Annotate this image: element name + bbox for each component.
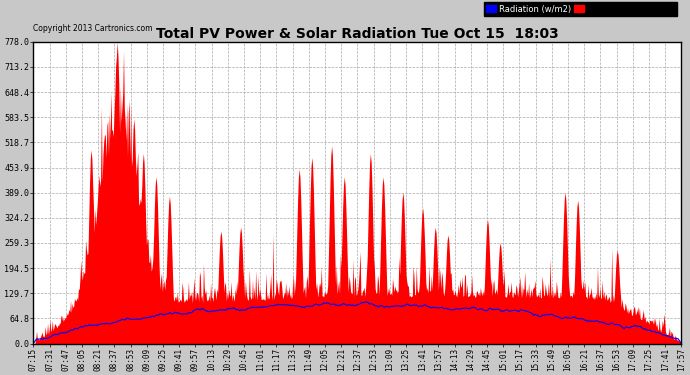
Legend: Radiation (w/m2), PV Panels (DC Watts): Radiation (w/m2), PV Panels (DC Watts) <box>484 2 677 16</box>
Text: Copyright 2013 Cartronics.com: Copyright 2013 Cartronics.com <box>33 24 152 33</box>
Title: Total PV Power & Solar Radiation Tue Oct 15  18:03: Total PV Power & Solar Radiation Tue Oct… <box>156 27 559 41</box>
